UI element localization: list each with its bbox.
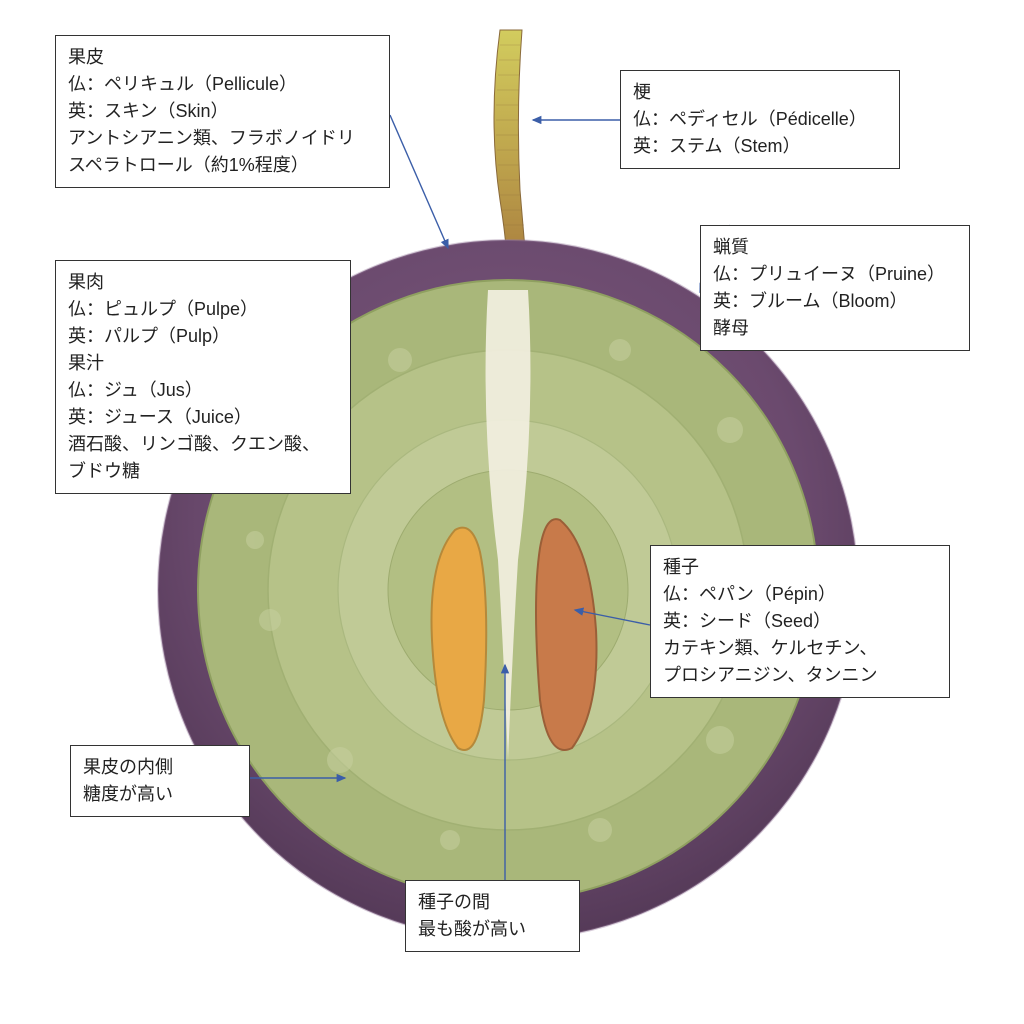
label-line: 英：ブルーム（Bloom） <box>713 288 957 315</box>
label-line: スペラトロール（約1%程度） <box>68 152 377 179</box>
label-line: カテキン類、ケルセチン、 <box>663 635 937 662</box>
label-pulp: 果肉 仏：ピュルプ（Pulpe） 英：パルプ（Pulp） 果汁 仏：ジュ（Jus… <box>55 260 351 494</box>
label-line: 種子の間 <box>418 889 567 916</box>
label-line: 仏：プリュイーヌ（Pruine） <box>713 261 957 288</box>
label-line: 果皮の内側 <box>83 754 237 781</box>
label-line: 仏：ジュ（Jus） <box>68 377 338 404</box>
label-line: 果汁 <box>68 350 338 377</box>
label-line: 英：ステム（Stem） <box>633 133 887 160</box>
label-bloom: 蝋質 仏：プリュイーヌ（Pruine） 英：ブルーム（Bloom） 酵母 <box>700 225 970 351</box>
label-line: プロシアニジン、タンニン <box>663 662 937 689</box>
label-line: 英：パルプ（Pulp） <box>68 323 338 350</box>
pulp-inner <box>338 420 678 760</box>
core-channel <box>486 290 531 760</box>
label-line: 仏：ペリキュル（Pellicule） <box>68 71 377 98</box>
label-stem: 梗 仏：ペディセル（Pédicelle） 英：ステム（Stem） <box>620 70 900 169</box>
label-between-seeds: 種子の間 最も酸が高い <box>405 880 580 952</box>
label-line: 英：スキン（Skin） <box>68 98 377 125</box>
label-line: ブドウ糖 <box>68 458 338 485</box>
seed-left <box>431 528 486 750</box>
label-line: 酵母 <box>713 315 957 342</box>
label-line: 仏：ペディセル（Pédicelle） <box>633 106 887 133</box>
seed-right <box>536 519 597 750</box>
stem-shape <box>494 30 528 285</box>
label-line: 仏：ペパン（Pépin） <box>663 581 937 608</box>
label-line: 仏：ピュルプ（Pulpe） <box>68 296 338 323</box>
label-line: 果肉 <box>68 269 338 296</box>
label-line: 酒石酸、リンゴ酸、クエン酸、 <box>68 431 338 458</box>
label-line: 種子 <box>663 554 937 581</box>
label-line: 英：シード（Seed） <box>663 608 937 635</box>
label-line: アントシアニン類、フラボノイドリ <box>68 125 377 152</box>
pulp-core <box>388 470 628 710</box>
label-skin: 果皮 仏：ペリキュル（Pellicule） 英：スキン（Skin） アントシアニ… <box>55 35 390 188</box>
label-line: 蝋質 <box>713 234 957 261</box>
leader-arrows <box>250 115 730 880</box>
label-line: 果皮 <box>68 44 377 71</box>
label-line: 糖度が高い <box>83 781 237 808</box>
label-seed: 種子 仏：ペパン（Pépin） 英：シード（Seed） カテキン類、ケルセチン、… <box>650 545 950 698</box>
label-line: 英：ジュース（Juice） <box>68 404 338 431</box>
label-inner-skin: 果皮の内側 糖度が高い <box>70 745 250 817</box>
label-line: 最も酸が高い <box>418 916 567 943</box>
diagram-canvas: 果皮 仏：ペリキュル（Pellicule） 英：スキン（Skin） アントシアニ… <box>0 0 1024 1024</box>
label-line: 梗 <box>633 79 887 106</box>
